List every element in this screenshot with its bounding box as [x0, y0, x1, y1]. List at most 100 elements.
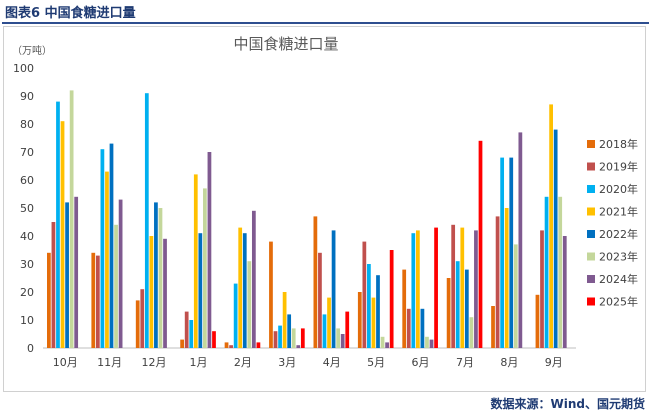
- bar: [357, 292, 362, 348]
- legend-label: 2020年: [599, 182, 638, 196]
- bar: [518, 132, 523, 348]
- bar: [402, 269, 407, 348]
- bar: [91, 252, 96, 348]
- bar: [455, 261, 460, 348]
- bar: [69, 90, 74, 349]
- y-tick-label: 30: [20, 258, 34, 271]
- x-tick-label: 9月: [545, 356, 563, 369]
- bar: [273, 331, 278, 348]
- chart-title: 中国食糖进口量: [233, 35, 338, 53]
- bar: [114, 224, 118, 348]
- y-tick-label: 60: [20, 174, 34, 187]
- y-tick-label: 50: [20, 202, 34, 215]
- bar: [238, 227, 243, 348]
- bar: [256, 342, 261, 348]
- bar: [65, 202, 69, 348]
- bar: [474, 230, 478, 348]
- bar: [367, 264, 371, 348]
- bar: [229, 345, 233, 348]
- bar: [224, 342, 229, 348]
- bar-chart: 中国食糖进口量 （万吨） 0 10 20 30 40 50 60 70 80 90 100 10月 11月 1…: [12, 35, 638, 369]
- bar: [212, 331, 216, 348]
- bar: [446, 278, 451, 348]
- bar: [189, 320, 194, 348]
- bar: [269, 241, 273, 348]
- bar: [149, 236, 154, 348]
- bar: [535, 294, 540, 348]
- legend-swatch: [587, 297, 595, 306]
- bar: [549, 104, 553, 349]
- bar: [135, 300, 140, 348]
- x-tick-label: 5月: [367, 356, 385, 369]
- bar: [540, 230, 544, 348]
- legend-label: 2023年: [599, 250, 638, 264]
- bar: [100, 149, 105, 348]
- source-note: 数据来源：Wind、国元期货: [490, 397, 645, 411]
- x-tick-label: 8月: [500, 356, 518, 369]
- x-tick-label: 12月: [142, 356, 167, 369]
- legend-swatch: [587, 140, 595, 148]
- legend-swatch: [587, 252, 595, 261]
- bar: [207, 152, 212, 348]
- y-tick-label: 100: [13, 62, 34, 75]
- bar: [553, 129, 558, 348]
- bar: [247, 261, 252, 348]
- bar: [460, 227, 465, 348]
- bar: [327, 297, 331, 348]
- bar: [544, 196, 549, 348]
- x-tick-label: 3月: [278, 356, 296, 369]
- legend-swatch: [587, 275, 595, 283]
- figure-header: 图表6 中国食糖进口量: [2, 0, 649, 24]
- x-tick-label: 1月: [189, 356, 207, 369]
- x-tick-label: 7月: [456, 356, 474, 369]
- y-tick-label: 0: [27, 342, 34, 355]
- bar: [513, 244, 518, 348]
- legend-swatch: [587, 162, 595, 171]
- bar: [242, 233, 247, 348]
- bar: [376, 275, 380, 348]
- bar: [203, 188, 207, 348]
- x-tick-label: 2月: [234, 356, 252, 369]
- bar: [380, 336, 385, 348]
- bar: [415, 230, 420, 348]
- bar: [60, 121, 65, 348]
- bar: [198, 233, 203, 348]
- bar: [140, 289, 145, 348]
- bar: [469, 317, 474, 348]
- bar: [336, 328, 341, 348]
- bar: [287, 314, 292, 348]
- bar: [406, 308, 411, 348]
- bar: [464, 269, 469, 348]
- bar: [109, 143, 114, 348]
- x-tick-label: 4月: [323, 356, 341, 369]
- bar: [251, 210, 256, 348]
- figure-caption: 图表6 中国食糖进口量: [5, 6, 136, 21]
- legend-label: 2021年: [599, 205, 638, 219]
- bar: [180, 339, 184, 348]
- bar: [233, 283, 238, 348]
- legend-swatch: [587, 230, 595, 238]
- y-tick-label: 40: [20, 230, 34, 243]
- bar: [56, 101, 60, 348]
- bar: [500, 157, 505, 348]
- legend-label: 2018年: [599, 137, 638, 151]
- y-tick-label: 20: [20, 286, 34, 299]
- legend-label: 2022年: [599, 227, 638, 241]
- y-unit-label: （万吨）: [12, 44, 52, 57]
- bar: [504, 208, 509, 348]
- bar: [144, 93, 149, 348]
- y-tick-label: 70: [20, 146, 34, 159]
- bar: [340, 334, 345, 348]
- bar: [495, 216, 500, 348]
- bar: [558, 196, 563, 348]
- bar: [509, 157, 514, 348]
- bar: [47, 252, 51, 348]
- bar: [282, 292, 287, 348]
- bar: [322, 314, 327, 348]
- x-tick-label: 11月: [97, 356, 122, 369]
- bar: [385, 342, 389, 348]
- bar: [118, 199, 123, 348]
- bar: [296, 345, 301, 348]
- legend-swatch: [587, 185, 595, 193]
- bar: [425, 336, 429, 348]
